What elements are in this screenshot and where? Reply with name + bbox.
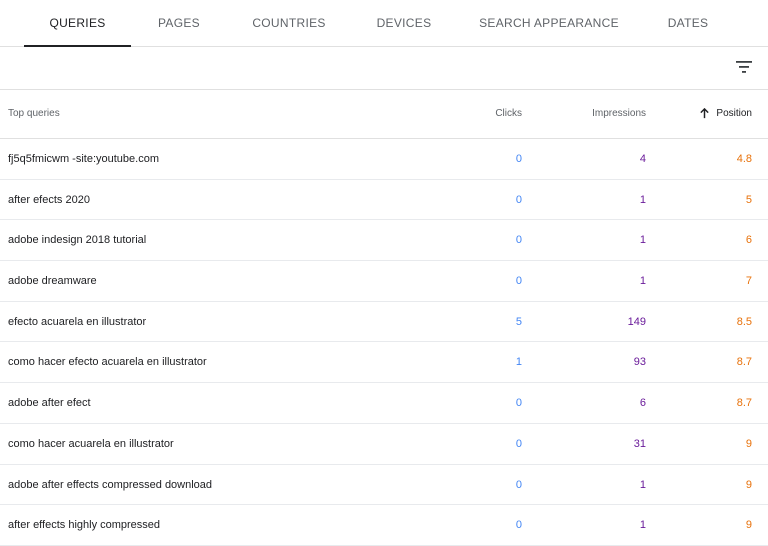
impressions-cell: 1 <box>639 478 646 491</box>
impressions-cell: 1 <box>639 519 646 532</box>
table-body: fj5q5fmicwm -site:youtube.com 0 4 4.8 af… <box>0 139 768 546</box>
table-row[interactable]: after efects 2020 0 1 5 <box>0 180 768 221</box>
impressions-cell: 31 <box>633 437 646 450</box>
impressions-cell: 93 <box>633 356 646 369</box>
query-cell: adobe indesign 2018 tutorial <box>8 234 147 247</box>
clicks-cell: 5 <box>515 315 522 328</box>
position-cell: 6 <box>745 234 752 247</box>
column-header-impressions[interactable]: Impressions <box>592 108 646 119</box>
table-header: Top queries Clicks Impressions Position <box>0 90 768 139</box>
position-cell: 7 <box>745 275 752 288</box>
position-cell: 9 <box>745 437 752 450</box>
clicks-cell: 0 <box>515 437 522 450</box>
clicks-cell: 0 <box>515 397 522 410</box>
tab-search-appearance[interactable]: SEARCH APPEARANCE <box>479 16 619 30</box>
clicks-cell: 0 <box>515 275 522 288</box>
query-cell: adobe after efect <box>8 397 91 410</box>
position-cell: 8.7 <box>736 356 752 369</box>
table-row[interactable]: como hacer efecto acuarela en illustrato… <box>0 342 768 384</box>
table-row[interactable]: after effects highly compressed 0 1 9 <box>0 505 768 546</box>
tab-dates[interactable]: DATES <box>667 16 709 30</box>
column-header-position-label: Position <box>716 108 752 119</box>
table-row[interactable]: fj5q5fmicwm -site:youtube.com 0 4 4.8 <box>0 139 768 180</box>
position-cell: 9 <box>745 519 752 532</box>
tab-queries[interactable]: QUERIES <box>24 0 131 47</box>
position-cell: 4.8 <box>736 153 752 165</box>
clicks-cell: 0 <box>515 478 522 491</box>
query-cell: after effects highly compressed <box>8 519 161 532</box>
clicks-cell: 0 <box>515 193 522 206</box>
clicks-cell: 0 <box>515 234 522 247</box>
query-cell: adobe dreamware <box>8 275 97 288</box>
table-row[interactable]: adobe after efect 0 6 8.7 <box>0 383 768 424</box>
filter-icon[interactable] <box>736 60 752 74</box>
report-tabs: QUERIES PAGES COUNTRIES DEVICES SEARCH A… <box>0 0 768 47</box>
table-row[interactable]: adobe indesign 2018 tutorial 0 1 6 <box>0 220 768 262</box>
column-header-position[interactable]: Position <box>699 108 752 119</box>
clicks-cell: 0 <box>515 519 522 532</box>
clicks-cell: 0 <box>515 153 522 165</box>
query-cell: after efects 2020 <box>8 193 90 206</box>
impressions-cell: 1 <box>639 275 646 288</box>
clicks-cell: 1 <box>515 356 522 369</box>
tab-countries[interactable]: COUNTRIES <box>252 16 326 30</box>
impressions-cell: 1 <box>639 234 646 247</box>
query-cell: como hacer efecto acuarela en illustrato… <box>8 356 207 369</box>
query-cell: como hacer acuarela en illustrator <box>8 437 174 450</box>
position-cell: 5 <box>745 193 752 206</box>
column-header-clicks[interactable]: Clicks <box>495 108 522 119</box>
filter-bar <box>0 47 768 90</box>
impressions-cell: 6 <box>639 397 646 410</box>
table-row[interactable]: adobe dreamware 0 1 7 <box>0 261 768 302</box>
query-cell: adobe after effects compressed download <box>8 478 213 491</box>
tab-pages[interactable]: PAGES <box>158 16 200 30</box>
table-row[interactable]: adobe after effects compressed download … <box>0 465 768 506</box>
impressions-cell: 1 <box>639 193 646 206</box>
impressions-cell: 149 <box>627 315 646 328</box>
table-row[interactable]: como hacer acuarela en illustrator 0 31 … <box>0 424 768 465</box>
position-cell: 8.5 <box>736 315 752 328</box>
position-cell: 9 <box>745 478 752 491</box>
query-cell: fj5q5fmicwm -site:youtube.com <box>8 153 159 165</box>
column-header-query[interactable]: Top queries <box>8 108 60 119</box>
arrow-up-icon <box>700 108 710 119</box>
table-row[interactable]: efecto acuarela en illustrator 5 149 8.5 <box>0 302 768 343</box>
impressions-cell: 4 <box>639 153 646 165</box>
position-cell: 8.7 <box>736 397 752 410</box>
tab-devices[interactable]: DEVICES <box>376 16 432 30</box>
query-cell: efecto acuarela en illustrator <box>8 315 147 328</box>
